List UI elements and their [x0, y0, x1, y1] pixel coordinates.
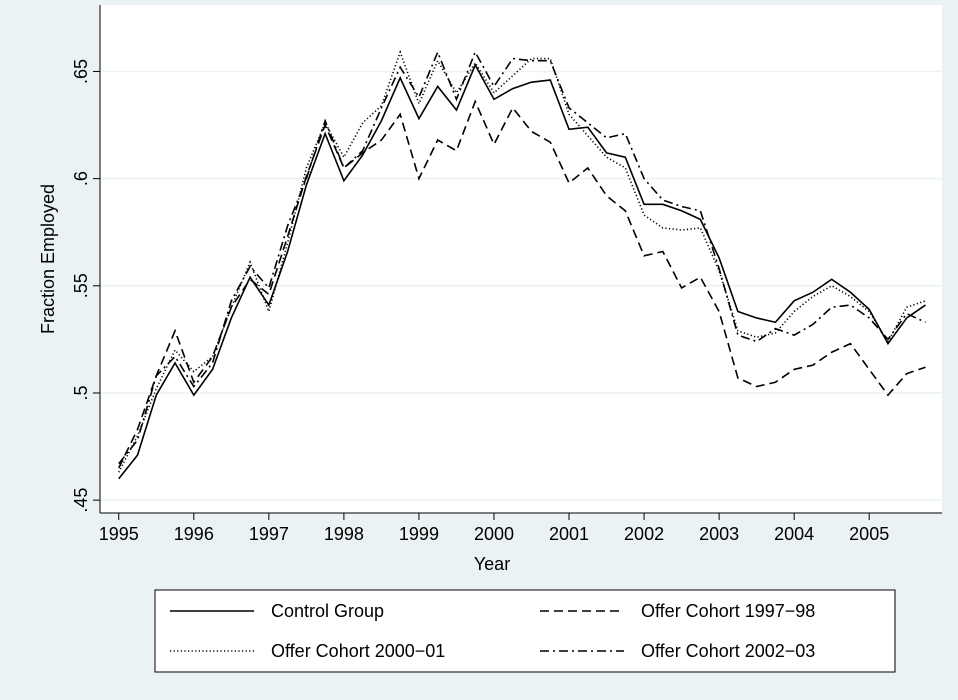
x-tick-label: 2002: [624, 524, 664, 544]
legend-label: Offer Cohort 1997−98: [641, 601, 815, 621]
y-tick-label: .5: [71, 385, 91, 400]
y-tick-label: .6: [71, 171, 91, 186]
x-tick-label: 1997: [249, 524, 289, 544]
y-tick-label: .45: [71, 488, 91, 513]
legend-box: [154, 589, 896, 673]
x-tick-label: 2003: [699, 524, 739, 544]
series-line: [118, 50, 926, 465]
x-tick-label: 1995: [99, 524, 139, 544]
x-tick-label: 1999: [399, 524, 439, 544]
legend-label: Offer Cohort 2002−03: [641, 641, 815, 661]
x-tick-label: 1996: [174, 524, 214, 544]
series-line: [118, 99, 926, 469]
legend-label: Offer Cohort 2000−01: [271, 641, 445, 661]
y-axis-label: Fraction Employed: [38, 184, 58, 334]
x-tick-label: 2005: [849, 524, 889, 544]
legend-label: Control Group: [271, 601, 384, 621]
x-tick-label: 1998: [324, 524, 364, 544]
x-tick-label: 2004: [774, 524, 814, 544]
plot-area: [100, 5, 942, 513]
y-tick-label: .55: [71, 273, 91, 298]
x-tick-label: 2001: [549, 524, 589, 544]
x-tick-label: 2000: [474, 524, 514, 544]
y-tick-label: .65: [71, 59, 91, 84]
x-axis-label: Year: [474, 554, 510, 574]
